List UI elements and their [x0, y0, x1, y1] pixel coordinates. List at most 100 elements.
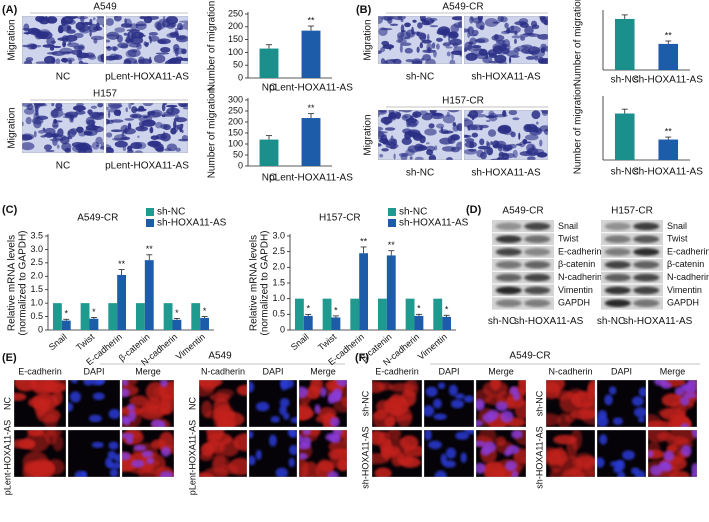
blot-band	[604, 260, 631, 269]
cell	[68, 19, 76, 25]
stain	[648, 449, 666, 460]
panel-label: (A)	[2, 4, 18, 16]
nucleus	[160, 380, 168, 388]
cell	[497, 16, 505, 23]
significance: **	[388, 240, 396, 250]
cell	[124, 18, 132, 28]
blot-band	[633, 222, 660, 231]
micrograph	[476, 380, 526, 427]
cell	[470, 16, 474, 21]
cell	[166, 23, 176, 29]
cell	[469, 34, 478, 37]
bar	[377, 298, 387, 330]
blot-band	[495, 286, 522, 295]
nucleus	[424, 405, 435, 417]
micrograph	[14, 430, 66, 477]
if-title: A549-CR	[509, 351, 550, 362]
error-bar	[443, 314, 450, 317]
cell	[524, 141, 532, 144]
y-axis-label: Number of migration	[207, 1, 218, 92]
cell	[429, 110, 437, 114]
nucleus	[255, 449, 262, 461]
y-tick-label: 200	[228, 116, 243, 126]
cell	[381, 148, 389, 152]
cell	[182, 22, 188, 30]
nucleus	[450, 399, 464, 409]
if-column-label: E-cadherin	[18, 366, 62, 376]
cell	[467, 148, 477, 152]
legend-swatch	[388, 219, 396, 227]
blot-band	[495, 235, 522, 244]
cell	[514, 38, 517, 44]
cell	[153, 54, 166, 64]
micrograph	[546, 380, 595, 427]
nucleus	[663, 450, 675, 462]
cell	[161, 103, 166, 112]
cell	[436, 43, 440, 50]
nucleus	[604, 394, 613, 406]
cell	[543, 46, 548, 52]
cell	[400, 18, 404, 23]
cell	[416, 46, 420, 53]
nucleus	[92, 392, 105, 401]
cell	[539, 139, 543, 147]
cell	[485, 115, 497, 119]
cell	[494, 54, 507, 64]
y-tick-label: 200	[228, 21, 243, 31]
cell	[147, 110, 156, 116]
cell	[435, 37, 443, 42]
cell	[378, 126, 384, 131]
bar	[350, 298, 360, 330]
cell	[180, 57, 188, 62]
cell	[149, 35, 160, 42]
cell	[57, 25, 64, 34]
blot-column-label: sh-HOXA11-AS	[623, 316, 693, 327]
cell	[451, 51, 454, 60]
cell	[148, 140, 160, 148]
cell	[43, 144, 52, 151]
cell	[165, 16, 179, 25]
cell	[76, 52, 90, 59]
cell	[417, 22, 423, 29]
cell	[424, 128, 437, 136]
blot-row-label: Snail	[558, 221, 578, 231]
bar	[414, 315, 424, 330]
cell	[114, 134, 128, 142]
cell	[142, 103, 154, 107]
stain	[153, 385, 174, 399]
cell	[44, 127, 56, 135]
stain	[483, 461, 506, 477]
cell	[37, 130, 46, 134]
nucleus	[314, 404, 321, 414]
cell	[492, 21, 500, 24]
cell	[160, 46, 171, 53]
cell	[482, 52, 493, 55]
cell	[133, 60, 138, 64]
blot-band	[633, 299, 660, 308]
cell	[110, 129, 123, 133]
cell	[447, 135, 456, 145]
y-tick-label: 2.5	[30, 257, 43, 267]
cell	[518, 132, 521, 140]
stain	[557, 412, 572, 427]
cell	[389, 23, 399, 27]
if-column-label: E-cadherin	[375, 366, 419, 376]
micrograph	[464, 16, 548, 64]
bar	[163, 303, 173, 330]
blot-band	[604, 248, 631, 256]
image-title: A549-CR	[442, 2, 483, 13]
y-tick-label: 250	[228, 105, 243, 115]
cell	[379, 154, 384, 158]
blot-band	[495, 248, 522, 256]
cell	[539, 16, 545, 21]
image-ylabel: Migration	[7, 19, 18, 60]
y-axis-label: Number of migration	[573, 84, 584, 175]
cell	[471, 132, 479, 138]
nucleus	[433, 398, 442, 409]
cell	[46, 51, 58, 55]
stain	[676, 404, 687, 416]
cell	[408, 121, 418, 128]
micrograph	[648, 380, 697, 427]
cell	[120, 44, 129, 49]
stain	[579, 403, 595, 425]
